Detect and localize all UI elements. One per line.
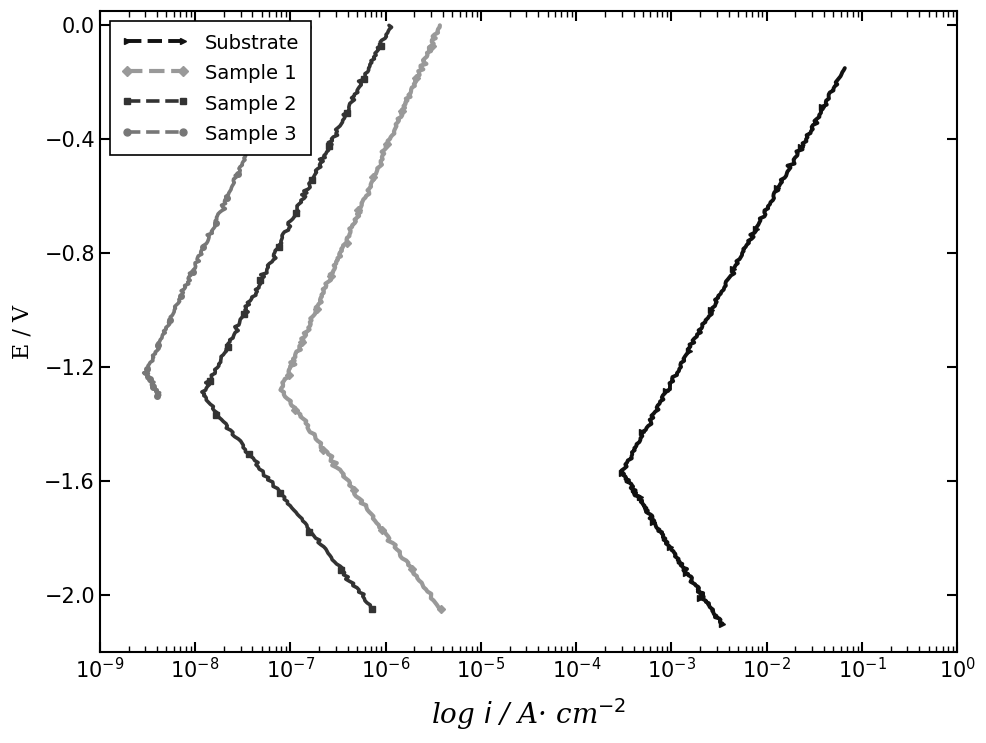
Y-axis label: E / V: E / V	[11, 305, 34, 359]
Legend: Substrate, Sample 1, Sample 2, Sample 3: Substrate, Sample 1, Sample 2, Sample 3	[109, 21, 311, 155]
X-axis label: log $i$ / A· cm$^{-2}$: log $i$ / A· cm$^{-2}$	[431, 696, 625, 732]
